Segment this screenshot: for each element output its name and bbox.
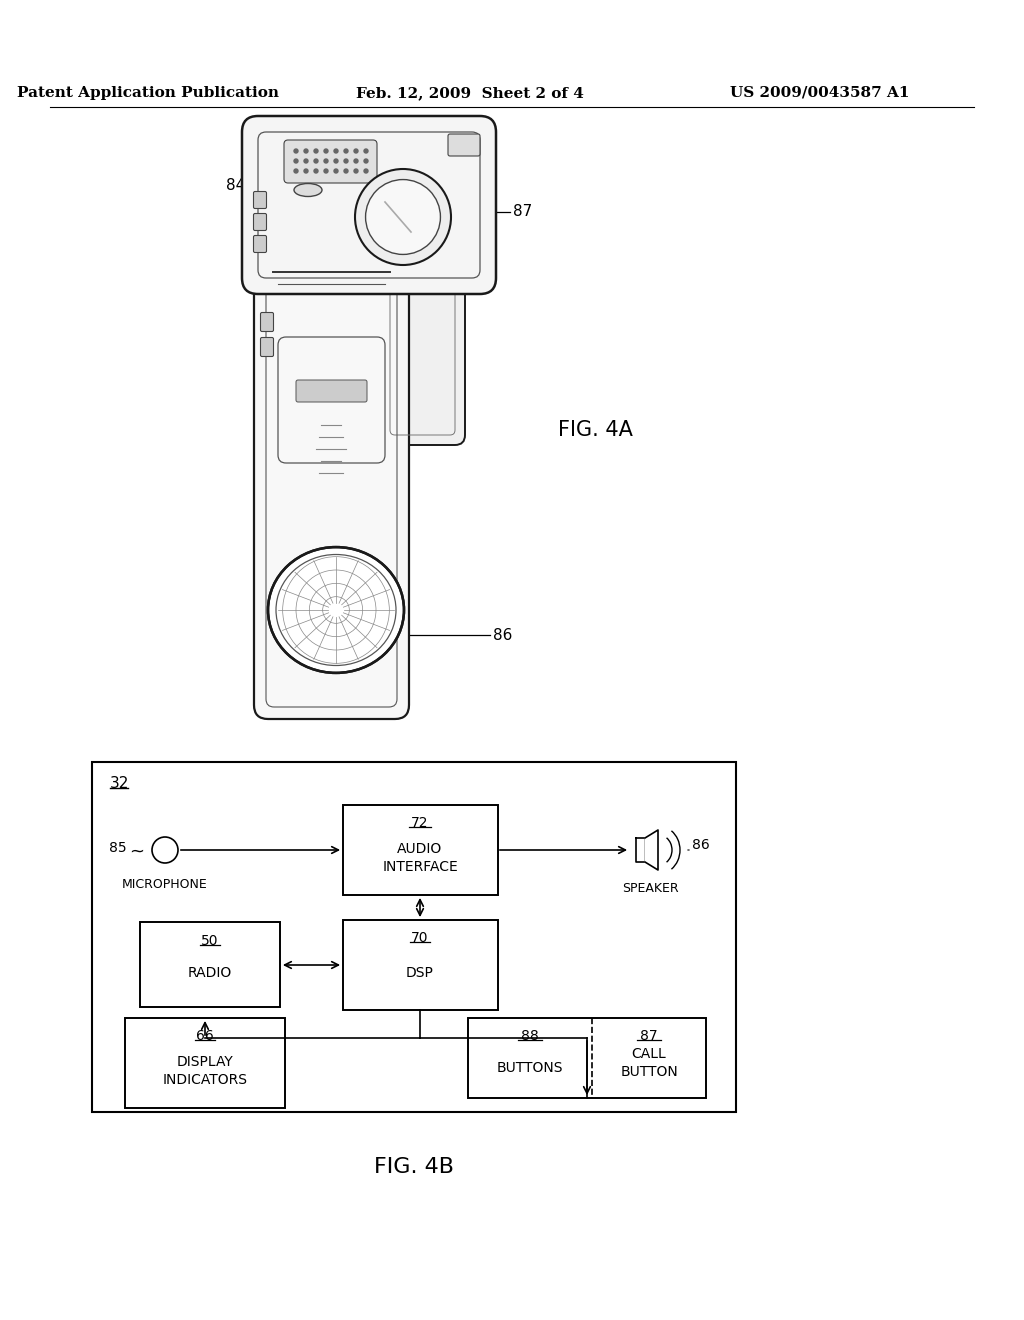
Circle shape (294, 169, 298, 173)
Text: 85: 85 (110, 841, 127, 855)
Text: Patent Application Publication: Patent Application Publication (17, 86, 279, 100)
Circle shape (152, 837, 178, 863)
Text: RADIO: RADIO (187, 966, 232, 979)
Text: 32: 32 (110, 776, 129, 792)
Polygon shape (645, 830, 658, 870)
Circle shape (304, 149, 308, 153)
Bar (140, 921, 280, 1007)
Circle shape (355, 169, 451, 265)
Bar (468, 1018, 706, 1098)
Circle shape (344, 149, 348, 153)
FancyBboxPatch shape (254, 235, 266, 252)
Circle shape (364, 158, 368, 162)
Bar (125, 1018, 285, 1107)
Circle shape (344, 158, 348, 162)
FancyBboxPatch shape (242, 116, 496, 294)
Circle shape (314, 149, 318, 153)
Circle shape (354, 149, 358, 153)
Circle shape (364, 149, 368, 153)
Circle shape (314, 169, 318, 173)
Circle shape (294, 149, 298, 153)
Text: MICROPHONE: MICROPHONE (122, 879, 208, 891)
FancyBboxPatch shape (254, 191, 266, 209)
Text: CALL
BUTTON: CALL BUTTON (621, 1047, 678, 1078)
Text: 72: 72 (412, 816, 429, 830)
Circle shape (334, 169, 338, 173)
Bar (343, 805, 498, 895)
Text: FIG. 4B: FIG. 4B (374, 1158, 454, 1177)
FancyBboxPatch shape (254, 214, 266, 231)
Text: DSP: DSP (407, 966, 434, 979)
Text: 86: 86 (692, 838, 710, 851)
Text: 70: 70 (412, 931, 429, 945)
FancyBboxPatch shape (254, 256, 409, 719)
Bar (343, 920, 498, 1010)
Circle shape (314, 158, 318, 162)
Circle shape (324, 149, 328, 153)
FancyBboxPatch shape (380, 275, 465, 445)
Circle shape (304, 169, 308, 173)
FancyBboxPatch shape (260, 338, 273, 356)
Ellipse shape (268, 546, 404, 673)
Text: 84: 84 (225, 177, 245, 193)
Text: Feb. 12, 2009  Sheet 2 of 4: Feb. 12, 2009 Sheet 2 of 4 (356, 86, 584, 100)
Circle shape (364, 169, 368, 173)
Circle shape (334, 158, 338, 162)
Text: 87: 87 (640, 1030, 657, 1043)
Circle shape (304, 158, 308, 162)
Bar (92, 762, 736, 1111)
Circle shape (354, 169, 358, 173)
Text: FIG. 4A: FIG. 4A (557, 420, 633, 440)
Text: BUTTONS: BUTTONS (497, 1061, 563, 1074)
Text: 50: 50 (202, 935, 219, 948)
Circle shape (344, 169, 348, 173)
FancyBboxPatch shape (449, 135, 480, 156)
Text: AUDIO
INTERFACE: AUDIO INTERFACE (382, 842, 458, 874)
Ellipse shape (294, 183, 322, 197)
Text: 87: 87 (513, 205, 532, 219)
FancyBboxPatch shape (296, 380, 367, 403)
Text: 66: 66 (197, 1030, 214, 1043)
Circle shape (294, 158, 298, 162)
FancyBboxPatch shape (260, 313, 273, 331)
Text: DISPLAY
INDICATORS: DISPLAY INDICATORS (163, 1056, 248, 1086)
Circle shape (334, 149, 338, 153)
Circle shape (324, 169, 328, 173)
Text: 86: 86 (493, 627, 512, 643)
Circle shape (324, 158, 328, 162)
Text: 88: 88 (521, 1030, 539, 1043)
Circle shape (366, 180, 440, 255)
FancyBboxPatch shape (284, 140, 377, 183)
Text: US 2009/0043587 A1: US 2009/0043587 A1 (730, 86, 909, 100)
Circle shape (354, 158, 358, 162)
Text: SPEAKER: SPEAKER (622, 882, 678, 895)
Text: ~: ~ (129, 843, 144, 861)
